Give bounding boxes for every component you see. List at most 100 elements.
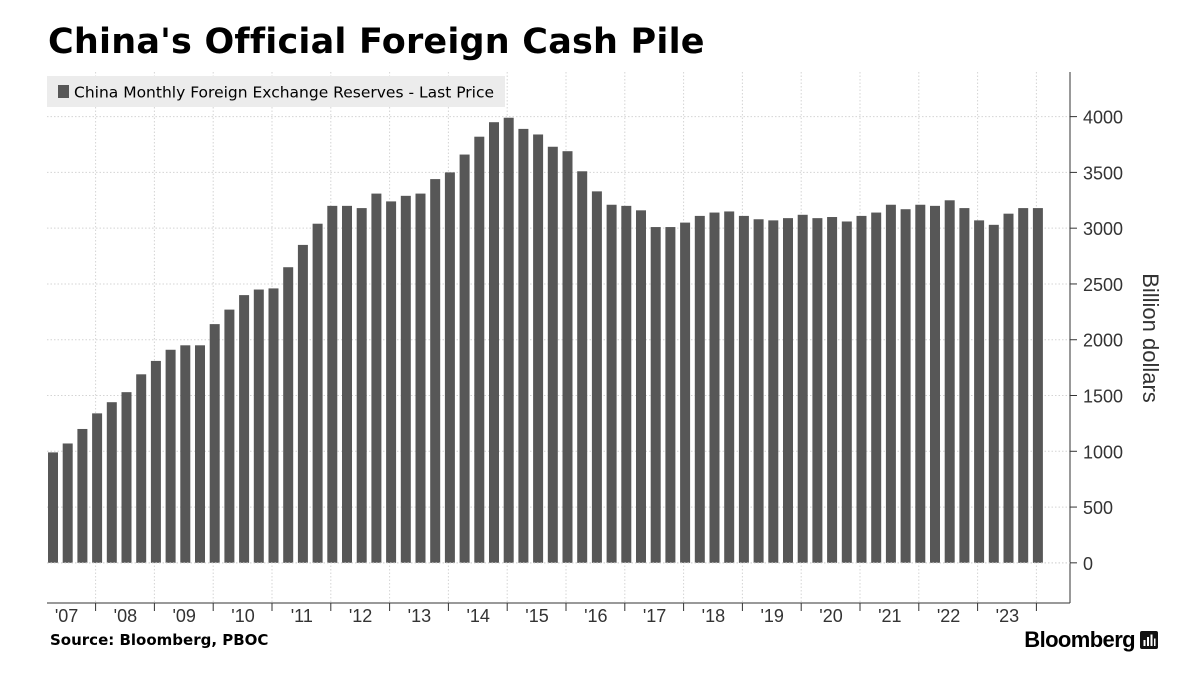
bar (62, 443, 73, 563)
bar (356, 208, 367, 563)
legend-box (47, 76, 505, 107)
bar (444, 172, 455, 563)
bar (988, 224, 999, 563)
x-tick-label: '18 (702, 606, 725, 626)
bar (753, 219, 764, 563)
x-tick-label: '10 (231, 606, 254, 626)
bar (797, 214, 808, 563)
bar (136, 374, 147, 563)
bar (665, 227, 676, 563)
bar (224, 309, 235, 563)
bar (165, 349, 176, 563)
bar (297, 244, 308, 563)
bar (518, 128, 529, 563)
bar (930, 205, 940, 563)
bar (885, 204, 896, 563)
bar (680, 222, 691, 563)
x-tick-label: '15 (525, 606, 548, 626)
bar (856, 215, 867, 563)
bar (636, 210, 646, 563)
bloomberg-terminal-icon (1140, 631, 1158, 649)
legend-swatch (58, 85, 69, 98)
x-tick-label: '22 (937, 606, 960, 626)
bar (533, 134, 544, 563)
bar (474, 136, 485, 563)
x-tick-label: '16 (584, 606, 607, 626)
x-tick-label: '20 (819, 606, 842, 626)
y-tick-label: 2000 (1083, 331, 1123, 351)
bar (562, 151, 573, 563)
bar (48, 452, 58, 563)
bar (253, 289, 264, 563)
bar (386, 201, 397, 563)
bar (312, 223, 323, 563)
bar (959, 208, 970, 563)
bar (915, 204, 926, 563)
bar (621, 205, 632, 563)
y-tick-label: 3500 (1083, 163, 1123, 183)
bar (503, 117, 514, 563)
bar (121, 392, 132, 563)
bar (1032, 208, 1043, 563)
bar (974, 220, 985, 563)
bar (900, 209, 911, 563)
bar (841, 221, 852, 563)
bar (577, 171, 588, 563)
bar (709, 212, 720, 563)
bar (547, 146, 558, 563)
x-tick-label: '23 (996, 606, 1019, 626)
y-tick-label: 0 (1083, 554, 1093, 574)
bar (92, 413, 103, 563)
source-note: Source: Bloomberg, PBOC (50, 631, 269, 649)
bar (415, 193, 426, 563)
y-tick-label: 1500 (1083, 387, 1123, 407)
x-tick-label: '21 (878, 606, 901, 626)
bar (871, 212, 882, 563)
x-tick-label: '13 (408, 606, 431, 626)
bar (783, 218, 793, 563)
x-tick-label: '08 (114, 606, 137, 626)
bar (724, 211, 735, 563)
y-tick-label: 500 (1083, 498, 1113, 518)
bar (489, 122, 499, 563)
bar (944, 200, 955, 563)
bar (812, 218, 823, 563)
bar (768, 220, 779, 563)
bar (650, 227, 661, 563)
y-axis-title: Billion dollars (1138, 273, 1163, 403)
bar (268, 288, 279, 563)
bar (1018, 208, 1029, 563)
bar (606, 204, 617, 563)
y-tick-label: 4000 (1083, 108, 1123, 128)
bar (694, 215, 705, 563)
x-tick-label: '07 (55, 606, 78, 626)
bar (827, 217, 838, 563)
x-tick-label: '12 (349, 606, 372, 626)
chart-title: China's Official Foreign Cash Pile (48, 22, 705, 62)
y-tick-label: 3000 (1083, 219, 1123, 239)
bar (209, 324, 220, 563)
bar (459, 154, 470, 563)
bar (591, 191, 602, 563)
bar (77, 428, 88, 563)
bar (106, 402, 117, 563)
bar (1003, 213, 1014, 563)
bar (195, 345, 205, 563)
bar (283, 267, 294, 563)
y-tick-label: 1000 (1083, 442, 1123, 462)
bar (239, 295, 250, 563)
x-tick-label: '19 (760, 606, 783, 626)
bar (327, 205, 338, 563)
x-tick-label: '14 (466, 606, 489, 626)
x-tick-label: '17 (643, 606, 666, 626)
brand-name: Bloomberg (1024, 627, 1135, 652)
y-tick-label: 2500 (1083, 275, 1123, 295)
legend-label: China Monthly Foreign Exchange Reserves … (74, 84, 494, 102)
bar (180, 345, 191, 563)
bar (371, 193, 382, 563)
bar (150, 360, 161, 563)
x-tick-label: '09 (172, 606, 195, 626)
bar (738, 215, 749, 563)
bar (400, 195, 411, 563)
